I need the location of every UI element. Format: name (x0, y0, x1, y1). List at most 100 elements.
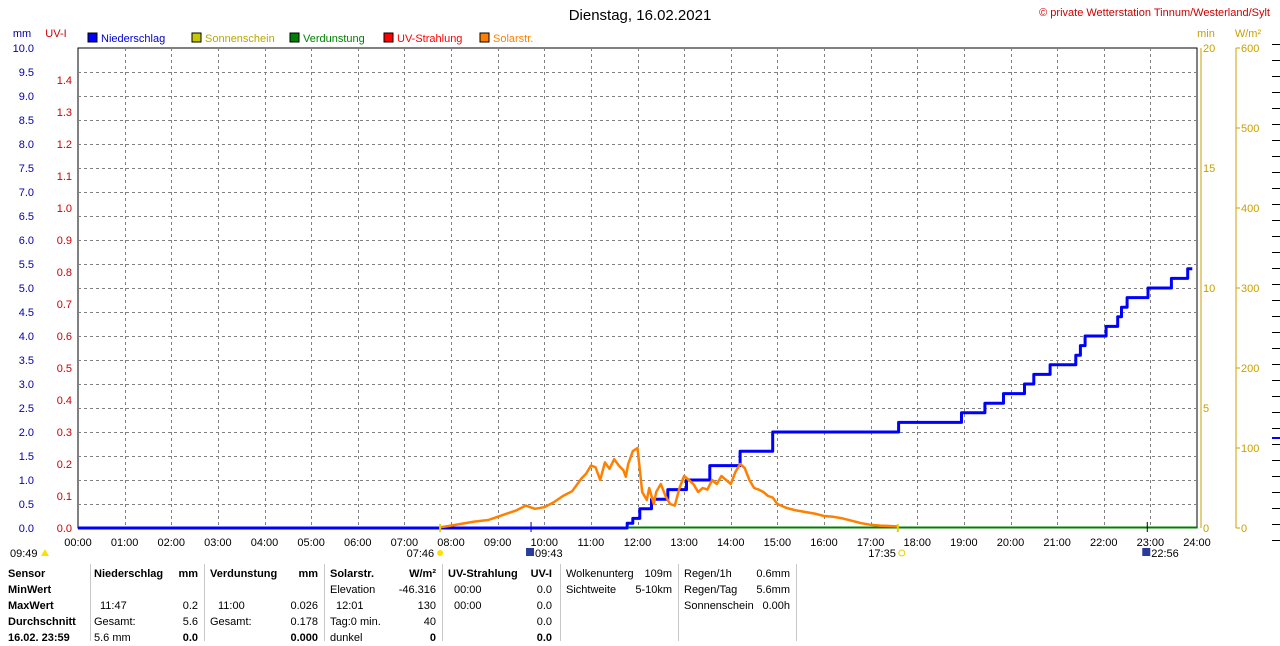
series-solarstr- (440, 446, 898, 529)
tick-label-mm: 1.5 (19, 451, 34, 463)
verd-max-time: 11:00 (218, 600, 245, 612)
marker-2256-icon (1142, 548, 1151, 556)
nied-max-val: 0.2 (182, 600, 198, 612)
tick-label-x: 09:00 (484, 537, 512, 549)
grid-vertical (125, 48, 1151, 528)
tick-label-mm: 7.5 (19, 163, 34, 175)
tick-label-wm2: 400 (1241, 203, 1259, 215)
tick-label-x: 19:00 (950, 537, 978, 549)
uv-last-val: 0.0 (536, 632, 552, 644)
tick-label-x: 14:00 (717, 537, 745, 549)
verd-last-val: 0.000 (290, 632, 318, 644)
col-solar: Solarstr. W/m² Elevation -46.316 12:01 130 … (330, 562, 440, 644)
tick-label-min: 15 (1203, 163, 1215, 175)
right-edge-ticks (1272, 44, 1280, 564)
uv-min-time: 00:00 (454, 584, 482, 596)
tick-label-wm2: 100 (1241, 443, 1259, 455)
tick-label-mm: 6.0 (19, 235, 34, 247)
hdr-sensor: Sensor (8, 568, 46, 580)
tick-label-uv: 0.7 (57, 299, 72, 311)
tick-label-mm: 1.0 (19, 475, 34, 487)
sunset-label: 17:35 (868, 548, 896, 560)
tick-label-uv: 0.8 (57, 267, 72, 279)
tick-label-mm: 2.0 (19, 427, 34, 439)
solar-dark-val: 0 (429, 632, 436, 644)
tick-label-min: 10 (1203, 283, 1215, 295)
tick-label-mm: 8.5 (19, 115, 34, 127)
tick-label-x: 10:00 (530, 537, 558, 549)
rain-day-label: Regen/Tag (684, 584, 738, 596)
legend-label: Sonnenschein (205, 33, 275, 45)
sunrise-icon (437, 550, 444, 556)
tick-label-mm: 9.5 (19, 67, 34, 79)
tick-label-mm: 7.0 (19, 187, 34, 199)
tick-label-mm: 3.5 (19, 355, 34, 367)
tick-label-x: 17:00 (857, 537, 885, 549)
sunrise-label: 07:46 (407, 548, 435, 560)
legend-label: Niederschlag (101, 33, 165, 45)
nied-last-extra: 0.0 (182, 632, 198, 644)
tick-label-x: 20:00 (997, 537, 1025, 549)
hdr-niederschlag: Niederschlag (94, 568, 164, 580)
uv-min-val: 0.0 (536, 584, 552, 596)
tick-label-wm2: 200 (1241, 363, 1259, 375)
nied-total-label: Gesamt: (94, 616, 136, 628)
axis-label-mm: mm (13, 28, 31, 40)
hdr-mm2: mm (298, 568, 318, 580)
tick-label-mm: 0.0 (19, 523, 34, 535)
tick-label-uv: 1.1 (57, 171, 72, 183)
col-verdunstung: Verdunstung mm 11:00 0.026 Gesamt: 0.178 0.… (210, 562, 322, 644)
tick-label-uv: 0.3 (57, 427, 72, 439)
tick-label-x: 15:00 (764, 537, 792, 549)
tick-label-uv: 1.4 (57, 75, 72, 87)
nied-max-time: 11:47 (100, 600, 127, 612)
tick-label-uv: 0.2 (57, 459, 72, 471)
visibility-label: Sichtweite (566, 584, 617, 596)
tick-label-uv: 0.6 (57, 331, 72, 343)
tick-label-mm: 4.0 (19, 331, 34, 343)
hdr-uvi: UV-I (530, 568, 552, 580)
tick-label-wm2: 0 (1241, 523, 1247, 535)
uv-max-time: 00:00 (454, 600, 482, 612)
solar-elev-label: Elevation (330, 584, 376, 596)
uv-max-val: 0.0 (536, 600, 552, 612)
start-time-icon (41, 549, 49, 556)
tick-label-uv: 0.4 (57, 395, 72, 407)
tick-label-x: 01:00 (111, 537, 139, 549)
visibility-val: 5-10km (635, 584, 672, 596)
tick-label-x: 11:00 (578, 537, 605, 549)
tick-label-x: 22:00 (1090, 537, 1118, 549)
legend-swatch (383, 32, 394, 43)
legend-label: Verdunstung (303, 33, 365, 45)
tick-label-mm: 3.0 (19, 379, 34, 391)
verd-total-label: Gesamt: (210, 616, 252, 628)
col-rain: Regen/1h 0.6mm Regen/Tag 5.6mm Sonnenschei… (684, 562, 794, 641)
solar-max-val: 130 (417, 600, 436, 612)
tick-label-wm2: 600 (1241, 43, 1259, 55)
col-sensor: Sensor MinWert MaxWert Durchschnitt 16.0… (8, 562, 90, 644)
tick-label-x: 07:00 (391, 537, 419, 549)
hdr-solar: Solarstr. (330, 568, 375, 580)
sunshine-val: 0.00h (762, 600, 790, 612)
tick-label-uv: 0.1 (57, 491, 72, 503)
tick-label-mm: 2.5 (19, 403, 34, 415)
cloud-base-label: Wolkenunterg (566, 568, 634, 580)
tick-label-uv: 1.3 (57, 107, 72, 119)
col-clouds: Wolkenunterg 109m Sichtweite 5-10km (566, 562, 676, 641)
sunshine-label: Sonnenschein (684, 600, 754, 612)
tick-label-x: 04:00 (251, 537, 279, 549)
verd-total-val: 0.178 (290, 616, 318, 628)
axis-label-wm2: W/m² (1235, 28, 1262, 40)
tick-label-uv: 0.0 (57, 523, 72, 535)
nied-last-val: 5.6 mm (94, 632, 131, 644)
tick-label-min: 0 (1203, 523, 1209, 535)
weather-chart: Dienstag, 16.02.2021 © private Wetterstat… (10, 7, 1270, 560)
legend-swatch (87, 32, 98, 43)
sunset-icon (898, 549, 906, 557)
tick-label-x: 05:00 (297, 537, 325, 549)
col-uv: UV-Strahlung UV-I 00:00 0.0 00:00 0.0 0.0 0… (448, 562, 556, 644)
series-niederschlag (78, 267, 1193, 530)
tick-label-min: 5 (1203, 403, 1209, 415)
grid-horizontal (78, 72, 1197, 505)
tick-label-mm: 5.0 (19, 283, 34, 295)
